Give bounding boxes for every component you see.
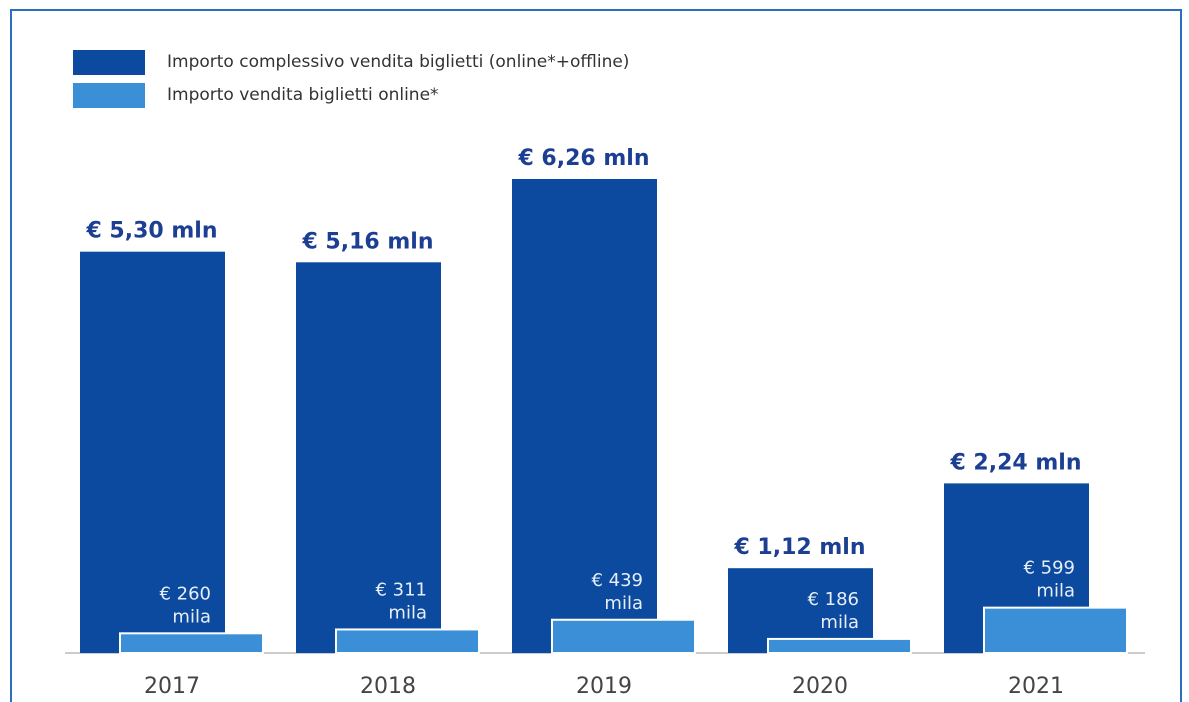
value-label-total: € 2,24 mln <box>949 450 1081 475</box>
bar-online <box>767 637 912 655</box>
bar-total <box>512 179 657 653</box>
value-label-total: € 1,12 mln <box>733 535 865 560</box>
bar-online <box>983 606 1128 654</box>
frame <box>10 9 1182 702</box>
value-label-online: € 599 mila <box>1023 558 1075 602</box>
value-label-online: € 439 mila <box>591 570 643 614</box>
bar-online <box>335 628 480 654</box>
legend-label: Importo complessivo vendita biglietti (o… <box>167 52 629 72</box>
value-label-online: € 260 mila <box>159 583 211 627</box>
x-tick-label: 2019 <box>576 674 632 699</box>
value-label-online: € 311 mila <box>375 579 427 623</box>
value-label-total: € 5,16 mln <box>301 229 433 254</box>
bar-total <box>80 251 225 653</box>
value-label-total: € 5,30 mln <box>85 219 217 244</box>
bar-total <box>296 262 441 653</box>
legend-swatch <box>73 50 145 75</box>
x-tick-label: 2018 <box>360 674 416 699</box>
bar-online <box>551 618 696 654</box>
x-tick-label: 2020 <box>792 674 848 699</box>
value-label-total: € 6,26 mln <box>517 146 649 171</box>
x-tick-label: 2017 <box>144 674 200 699</box>
value-label-online: € 186 mila <box>807 589 859 633</box>
legend-label: Importo vendita biglietti online* <box>167 85 439 105</box>
x-tick-label: 2021 <box>1008 674 1064 699</box>
bar-online <box>119 632 264 655</box>
legend-swatch <box>73 83 145 108</box>
